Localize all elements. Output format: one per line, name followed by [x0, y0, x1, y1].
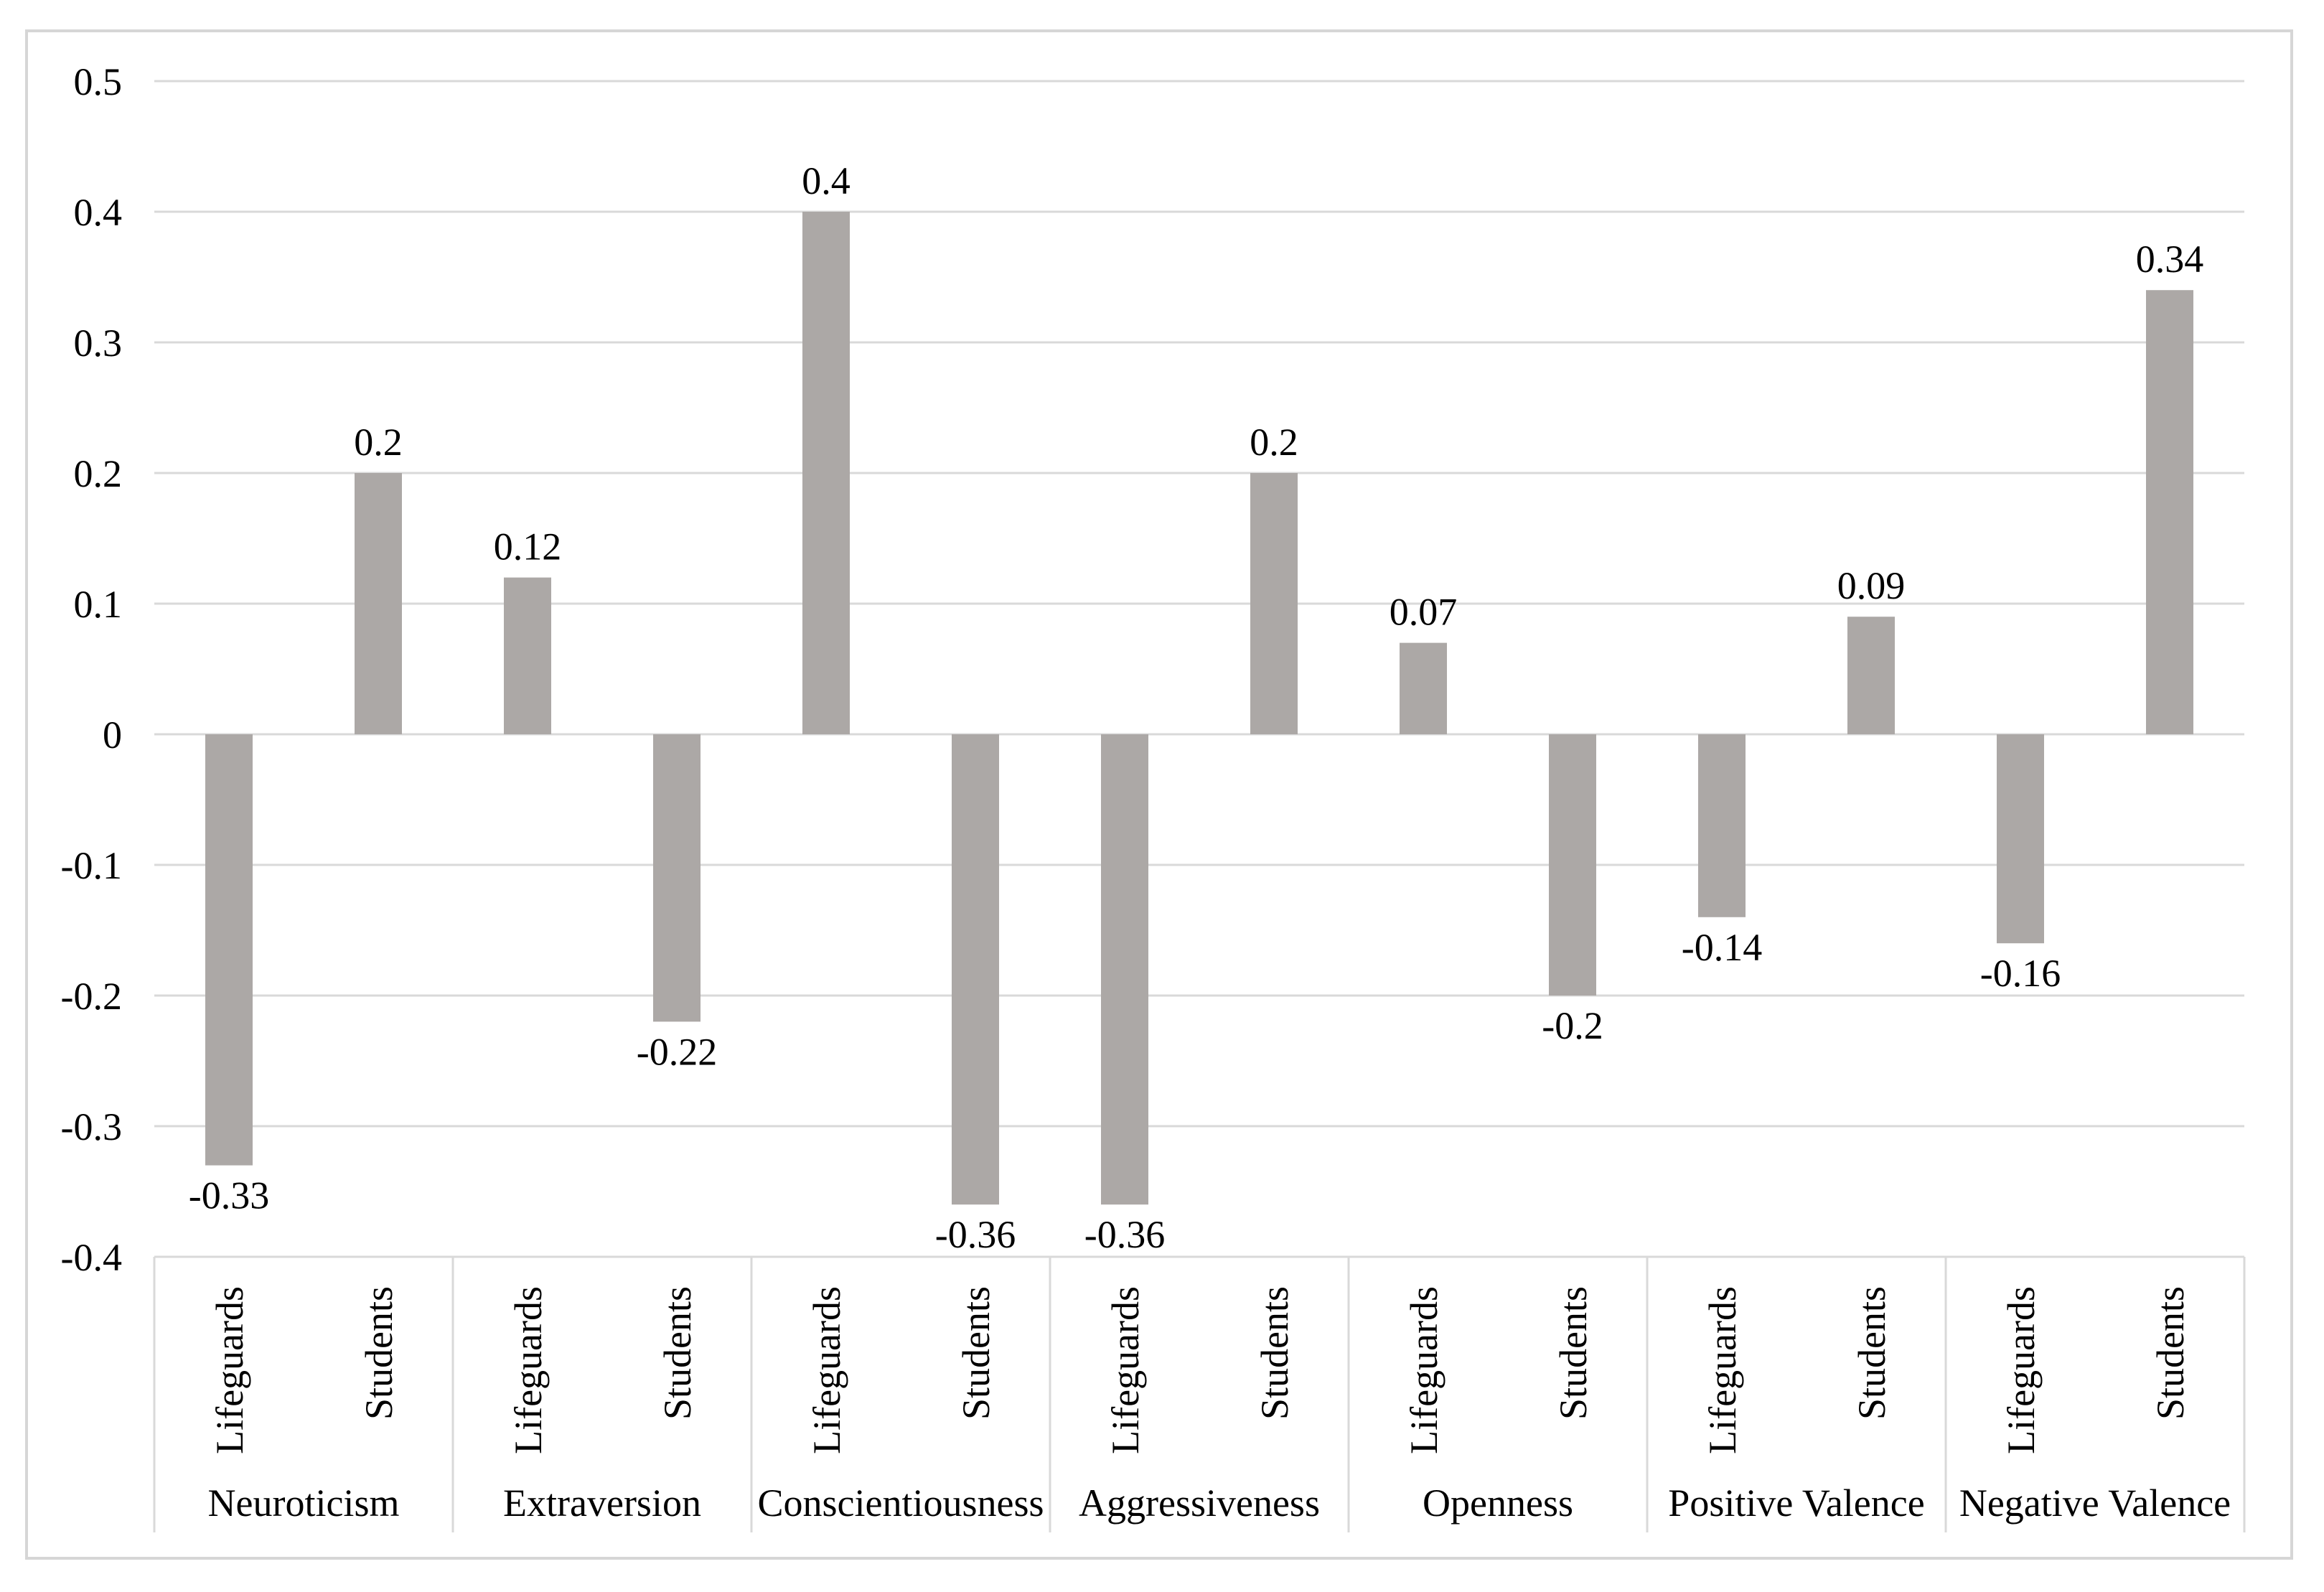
bar-negative-valence-students [2146, 290, 2193, 734]
x-category-label: Extraversion [503, 1481, 701, 1525]
bar-aggressiveness-students [1250, 473, 1298, 734]
bar-value-label: -0.36 [1084, 1213, 1165, 1256]
bar-neuroticism-students [355, 473, 402, 734]
x-series-label: Students [2149, 1286, 2192, 1420]
bar-value-label: -0.33 [189, 1174, 269, 1217]
bar-value-label: 0.34 [2136, 238, 2204, 281]
y-axis-tick-label: -0.1 [61, 844, 122, 887]
x-category-label: Positive Valence [1668, 1481, 1924, 1525]
bar-value-label: -0.16 [1980, 952, 2061, 995]
y-axis-tick-label: 0.2 [74, 452, 123, 495]
x-series-label: Students [955, 1286, 998, 1420]
x-category-label: Neuroticism [208, 1481, 400, 1525]
x-category-label: Negative Valence [1959, 1481, 2231, 1525]
x-series-label: Students [357, 1286, 400, 1420]
bar-conscientiousness-lifeguards [802, 212, 850, 734]
x-series-label: Students [1253, 1286, 1296, 1420]
x-series-label: Students [1552, 1286, 1595, 1420]
bar-value-label: 0.2 [1250, 421, 1298, 464]
y-axis-tick-label: 0.1 [74, 583, 123, 626]
bar-openness-lifeguards [1400, 642, 1447, 734]
x-series-label: Students [1850, 1286, 1893, 1420]
x-series-label: Lifeguards [1402, 1286, 1446, 1454]
x-series-label: Lifeguards [507, 1286, 550, 1454]
bar-extraversion-lifeguards [504, 577, 551, 734]
y-axis-tick-label: -0.4 [61, 1236, 122, 1279]
bar-value-label: -0.22 [637, 1030, 717, 1073]
bar-openness-students [1549, 734, 1596, 996]
x-series-label: Lifeguards [1104, 1286, 1147, 1454]
chart-border [25, 29, 2293, 1560]
bar-negative-valence-lifeguards [1997, 734, 2044, 944]
bar-neuroticism-lifeguards [205, 734, 253, 1166]
bar-value-label: 0.2 [354, 421, 403, 464]
bar-value-label: -0.2 [1542, 1004, 1603, 1047]
bar-positive-valence-lifeguards [1698, 734, 1746, 917]
y-axis-tick-label: 0.3 [74, 322, 123, 365]
bar-value-label: -0.36 [935, 1213, 1016, 1256]
x-series-label: Lifeguards [2000, 1286, 2043, 1454]
bar-value-label: 0.12 [494, 525, 562, 568]
bar-value-label: 0.09 [1837, 564, 1906, 607]
bar-conscientiousness-students [952, 734, 999, 1205]
x-category-label: Openness [1423, 1481, 1573, 1525]
x-series-label: Students [656, 1286, 699, 1420]
x-category-label: Aggressiveness [1079, 1481, 1320, 1525]
bar-aggressiveness-lifeguards [1101, 734, 1148, 1205]
x-series-label: Lifeguards [1701, 1286, 1744, 1454]
y-axis-tick-label: 0 [103, 713, 122, 757]
bar-extraversion-students [653, 734, 701, 1022]
y-axis-tick-label: 0.5 [74, 60, 123, 103]
bar-value-label: 0.07 [1390, 591, 1458, 634]
y-axis-tick-label: -0.3 [61, 1105, 122, 1148]
bar-value-label: 0.4 [802, 159, 851, 202]
x-series-label: Lifeguards [805, 1286, 848, 1454]
y-axis-tick-label: 0.4 [74, 191, 123, 234]
bar-positive-valence-students [1847, 617, 1895, 734]
bar-value-label: -0.14 [1682, 926, 1762, 969]
y-axis-tick-label: -0.2 [61, 975, 122, 1018]
x-category-label: Conscientiousness [758, 1481, 1044, 1525]
x-series-label: Lifeguards [208, 1286, 251, 1454]
